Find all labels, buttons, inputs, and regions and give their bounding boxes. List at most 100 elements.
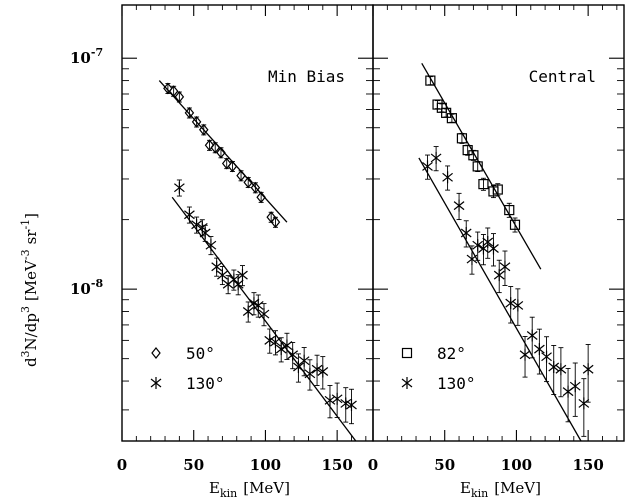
data-point xyxy=(204,139,215,152)
data-point xyxy=(460,227,472,240)
legend-marker xyxy=(150,377,162,389)
legend-marker xyxy=(151,347,161,359)
data-point xyxy=(582,363,594,376)
svg-text:d3N/dp3[MeV-3sr-1]: d3N/dp3[MeV-3sr-1] xyxy=(19,213,40,367)
data-point xyxy=(578,397,590,410)
panel-central: 0 50 100 150 Central Ekin [MeV] 82° 130° xyxy=(368,4,625,498)
data-point xyxy=(275,343,287,356)
panel-title: Min Bias xyxy=(268,67,345,86)
x-tick-label: 0 xyxy=(117,456,127,474)
data-point xyxy=(555,363,567,376)
data-point xyxy=(293,361,304,374)
x-tick-label: 100 xyxy=(250,456,281,474)
data-point xyxy=(287,348,299,361)
data-point xyxy=(456,133,468,144)
data-point xyxy=(163,82,173,95)
data-point xyxy=(488,242,499,255)
data-point xyxy=(174,90,185,103)
x-label-unit: [MeV] xyxy=(243,479,290,497)
data-point xyxy=(441,107,452,118)
x-label-main: E xyxy=(209,479,220,497)
data-point xyxy=(232,278,244,291)
data-point xyxy=(184,106,195,119)
y-tick-label: 10-8 xyxy=(70,277,103,298)
x-axis-label: Ekin [MeV] xyxy=(209,479,290,498)
data-point xyxy=(478,179,489,190)
x-tick-label: 150 xyxy=(572,456,603,474)
data-point xyxy=(173,181,185,194)
data-point xyxy=(472,161,483,172)
data-point xyxy=(541,350,552,363)
x-label-unit: [MeV] xyxy=(494,479,541,497)
data-point xyxy=(492,184,503,195)
data-point xyxy=(270,216,281,229)
plot-frame xyxy=(372,4,625,442)
data-point xyxy=(478,242,489,255)
x-tick-label: 50 xyxy=(434,456,455,474)
data-point xyxy=(569,380,581,393)
data-point xyxy=(304,367,316,380)
fit-line xyxy=(418,157,582,441)
data-point xyxy=(512,299,524,312)
y-label-part: ] xyxy=(22,213,40,219)
data-point xyxy=(446,113,457,124)
data-point xyxy=(526,329,538,342)
x-label-sub: kin xyxy=(471,487,488,498)
panel-title: Central xyxy=(529,67,596,86)
data-point xyxy=(442,171,453,184)
panel-min-bias: 0 50 100 150 10-7 10-8 Min Bias Ekin [MeV] 50° 130… xyxy=(70,4,374,498)
fit-line xyxy=(158,80,288,223)
data-layer xyxy=(418,63,594,441)
data-point xyxy=(211,260,223,273)
data-point xyxy=(199,227,211,240)
legend-label: 130° xyxy=(186,374,225,393)
data-point xyxy=(242,305,254,318)
data-point xyxy=(430,151,442,164)
y-label-part: 3 xyxy=(19,306,32,313)
data-point xyxy=(236,169,246,182)
data-point xyxy=(422,160,433,173)
y-tick-label: 10-7 xyxy=(70,46,103,67)
data-point xyxy=(168,85,179,98)
data-point xyxy=(256,191,266,204)
data-point xyxy=(472,239,484,252)
y-label-part: N/dp xyxy=(22,313,40,350)
data-point xyxy=(205,239,217,252)
x-tick-label: 50 xyxy=(183,456,204,474)
legend-label: 50° xyxy=(186,344,215,363)
data-point xyxy=(504,204,515,216)
data-point xyxy=(499,260,511,273)
x-tick-label: 150 xyxy=(321,456,352,474)
data-point xyxy=(250,181,261,194)
y-axis-label: d3N/dp3[MeV-3sr-1] xyxy=(19,213,40,367)
data-point xyxy=(493,269,505,282)
x-tick-label: 0 xyxy=(368,456,378,474)
x-label-main: E xyxy=(460,479,471,497)
data-point xyxy=(340,397,352,410)
y-tick-base: 10 xyxy=(70,49,91,67)
x-tick-label: 100 xyxy=(501,456,532,474)
data-point xyxy=(264,334,276,347)
data-point xyxy=(346,399,357,412)
data-point xyxy=(311,363,323,376)
data-point xyxy=(317,365,329,378)
y-label-part: -1 xyxy=(19,219,32,230)
data-point xyxy=(184,208,195,221)
y-label-part: 3 xyxy=(19,350,32,357)
data-point xyxy=(237,269,248,282)
data-point xyxy=(505,297,517,310)
fit-line xyxy=(421,63,542,270)
data-point xyxy=(217,269,228,282)
legend-label: 130° xyxy=(437,374,476,393)
data-point xyxy=(468,150,479,161)
data-point xyxy=(228,273,240,286)
data-point xyxy=(191,115,202,128)
data-point xyxy=(198,123,209,136)
data-point xyxy=(519,348,531,361)
y-tick-exp: -7 xyxy=(91,46,103,59)
data-point xyxy=(248,297,260,310)
data-point xyxy=(298,354,310,367)
data-point xyxy=(191,218,202,231)
data-point xyxy=(221,157,232,170)
